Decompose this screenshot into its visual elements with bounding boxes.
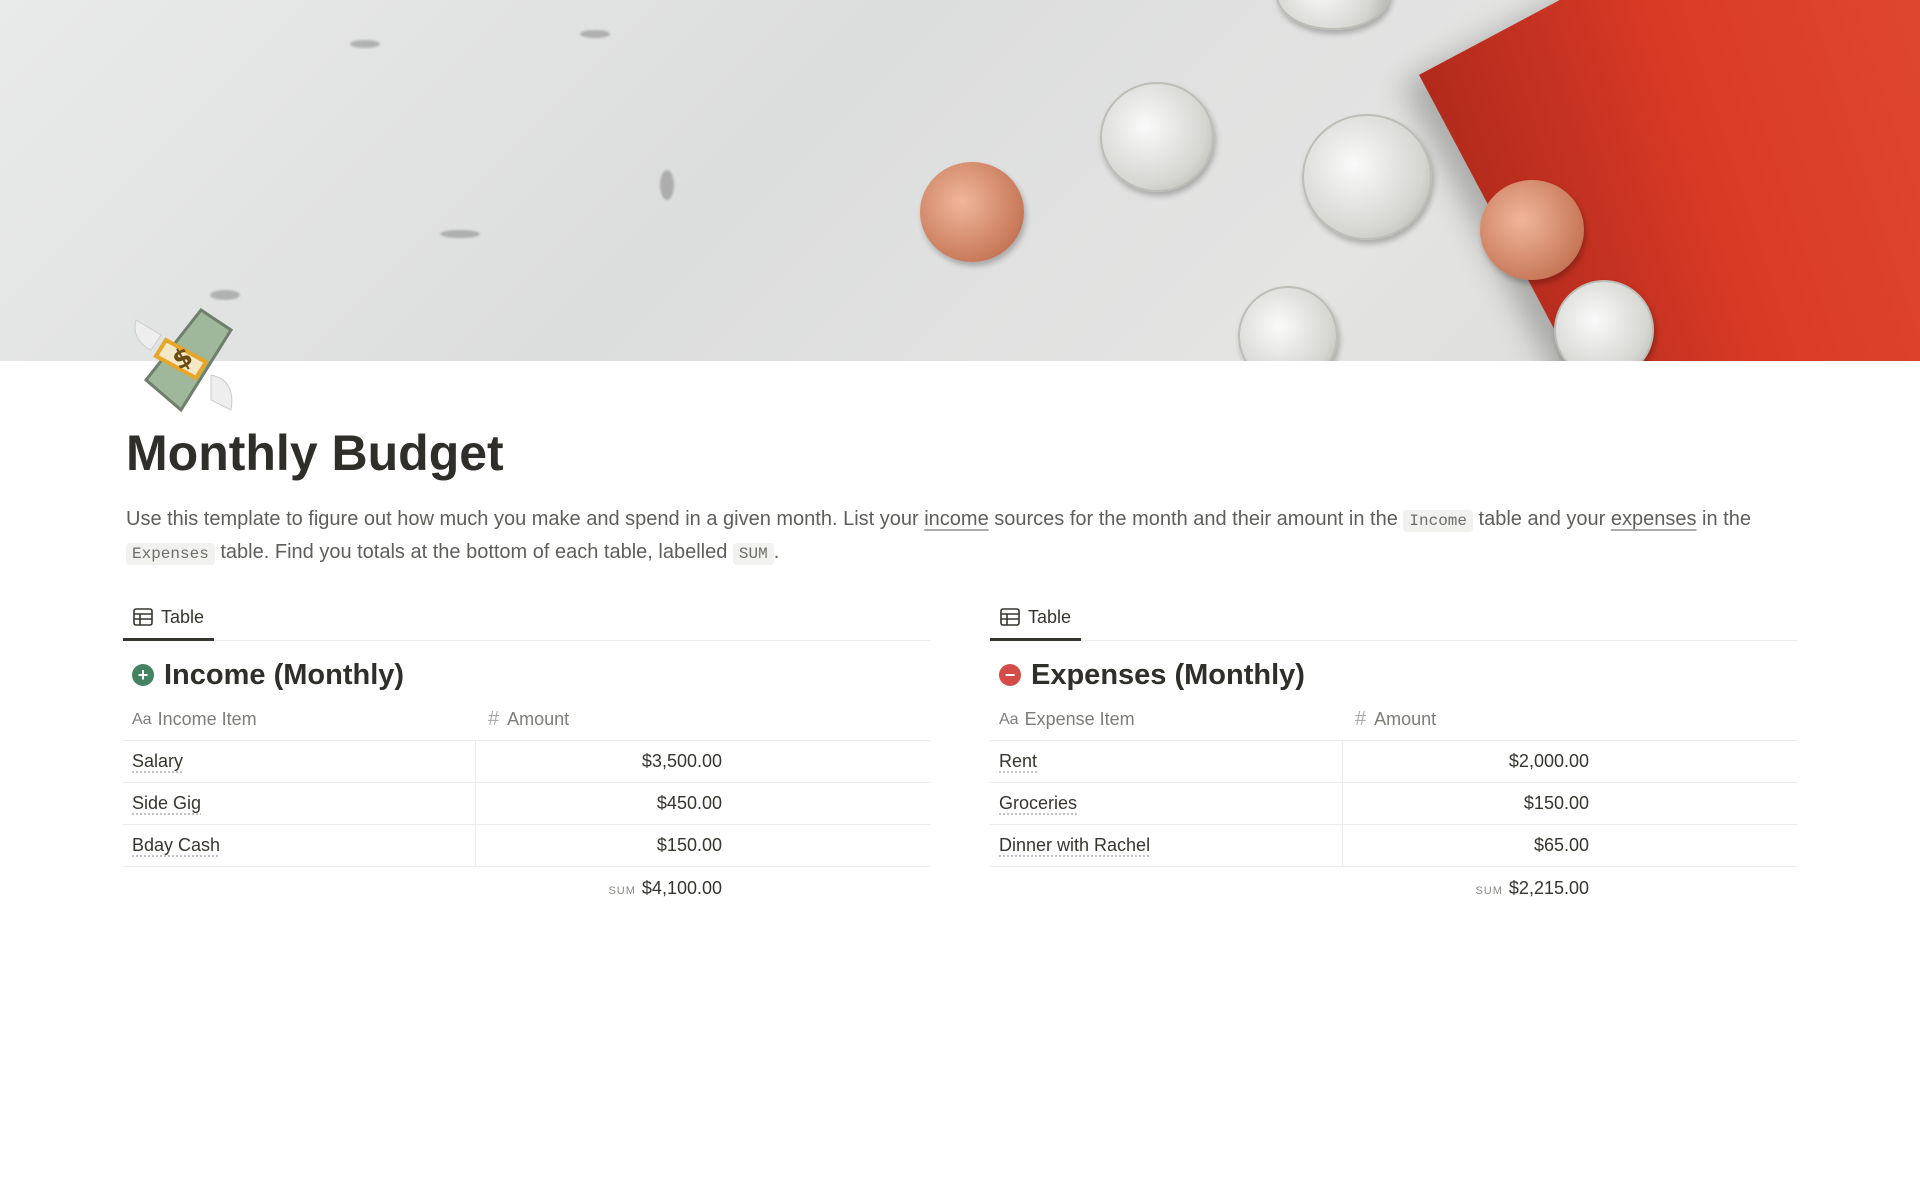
inline-code-sum: SUM bbox=[732, 543, 774, 565]
item-cell[interactable]: Dinner with Rachel bbox=[999, 835, 1151, 855]
item-cell[interactable]: Salary bbox=[132, 751, 184, 771]
item-cell[interactable]: Bday Cash bbox=[132, 835, 221, 855]
table-row[interactable]: Bday Cash $150.00 bbox=[123, 825, 930, 867]
number-type-icon: # bbox=[1355, 708, 1367, 730]
desc-text: in the bbox=[1696, 508, 1751, 530]
tab-table-view[interactable]: Table bbox=[123, 596, 215, 641]
page-icon-money-with-wings[interactable]: $ bbox=[126, 300, 246, 415]
database-title[interactable]: + Income (Monthly) bbox=[123, 655, 930, 695]
table-row[interactable]: Side Gig $450.00 bbox=[123, 783, 930, 825]
table-row[interactable]: Rent $2,000.00 bbox=[990, 741, 1797, 783]
plus-circle-icon: + bbox=[132, 664, 154, 686]
amount-cell[interactable]: $150.00 bbox=[656, 835, 722, 855]
view-tabs: Table bbox=[123, 596, 930, 641]
sum-label: SUM bbox=[1475, 884, 1503, 897]
number-type-icon: # bbox=[488, 708, 500, 730]
minus-circle-icon: − bbox=[999, 664, 1021, 686]
desc-text: Use this template to figure out how much… bbox=[126, 508, 925, 530]
table-header: Aa Expense Item # Amount bbox=[990, 699, 1797, 741]
column-header-item[interactable]: Aa Income Item bbox=[123, 699, 476, 740]
amount-cell[interactable]: $65.00 bbox=[1533, 835, 1589, 855]
page-title[interactable]: Monthly Budget bbox=[126, 425, 504, 481]
sum-row: SUM $2,215.00 bbox=[990, 867, 1797, 909]
tab-label: Table bbox=[1028, 606, 1072, 627]
table-icon bbox=[133, 608, 153, 626]
calculation-sum[interactable]: SUM $2,215.00 bbox=[1343, 878, 1601, 899]
desc-text: sources for the month and their amount i… bbox=[988, 508, 1404, 530]
column-header-amount[interactable]: # Amount bbox=[1343, 699, 1601, 740]
sum-value: $4,100.00 bbox=[641, 877, 722, 898]
desc-text: . bbox=[773, 541, 780, 563]
sum-value: $2,215.00 bbox=[1508, 877, 1589, 898]
amount-cell[interactable]: $450.00 bbox=[656, 793, 722, 813]
amount-cell[interactable]: $2,000.00 bbox=[1508, 751, 1589, 771]
income-database: Table + Income (Monthly) Aa Income Item #… bbox=[123, 596, 930, 909]
column-label: Amount bbox=[507, 709, 570, 729]
sum-row: SUM $4,100.00 bbox=[123, 867, 930, 909]
amount-cell[interactable]: $150.00 bbox=[1523, 793, 1589, 813]
tab-label: Table bbox=[161, 606, 205, 627]
item-cell[interactable]: Rent bbox=[999, 751, 1038, 771]
table-icon bbox=[1000, 608, 1020, 626]
income-link[interactable]: income bbox=[924, 508, 989, 530]
cover-image[interactable] bbox=[0, 0, 1920, 361]
sum-label: SUM bbox=[608, 884, 636, 897]
table-header: Aa Income Item # Amount bbox=[123, 699, 930, 741]
table-row[interactable]: Salary $3,500.00 bbox=[123, 741, 930, 783]
desc-text: table. Find you totals at the bottom of … bbox=[214, 541, 733, 563]
tab-table-view[interactable]: Table bbox=[990, 596, 1082, 641]
column-header-item[interactable]: Aa Expense Item bbox=[990, 699, 1343, 740]
table-row[interactable]: Groceries $150.00 bbox=[990, 783, 1797, 825]
expenses-link[interactable]: expenses bbox=[1610, 508, 1697, 530]
text-type-icon: Aa bbox=[999, 710, 1019, 728]
item-cell[interactable]: Groceries bbox=[999, 793, 1078, 813]
expenses-database: Table − Expenses (Monthly) Aa Expense Ite… bbox=[990, 596, 1797, 909]
column-label: Income Item bbox=[157, 709, 257, 729]
text-type-icon: Aa bbox=[132, 710, 152, 728]
database-title-text: Income (Monthly) bbox=[164, 658, 405, 691]
item-cell[interactable]: Side Gig bbox=[132, 793, 202, 813]
column-header-amount[interactable]: # Amount bbox=[476, 699, 734, 740]
desc-text: table and your bbox=[1473, 508, 1611, 530]
page-description: Use this template to figure out how much… bbox=[126, 504, 1816, 570]
amount-cell[interactable]: $3,500.00 bbox=[641, 751, 722, 771]
view-tabs: Table bbox=[990, 596, 1797, 641]
calculation-sum[interactable]: SUM $4,100.00 bbox=[476, 878, 734, 899]
column-label: Expense Item bbox=[1024, 709, 1135, 729]
table-row[interactable]: Dinner with Rachel $65.00 bbox=[990, 825, 1797, 867]
database-title[interactable]: − Expenses (Monthly) bbox=[990, 655, 1797, 695]
inline-code-income: Income bbox=[1403, 510, 1473, 532]
inline-code-expenses: Expenses bbox=[126, 543, 215, 565]
database-title-text: Expenses (Monthly) bbox=[1031, 658, 1305, 691]
column-label: Amount bbox=[1374, 709, 1437, 729]
